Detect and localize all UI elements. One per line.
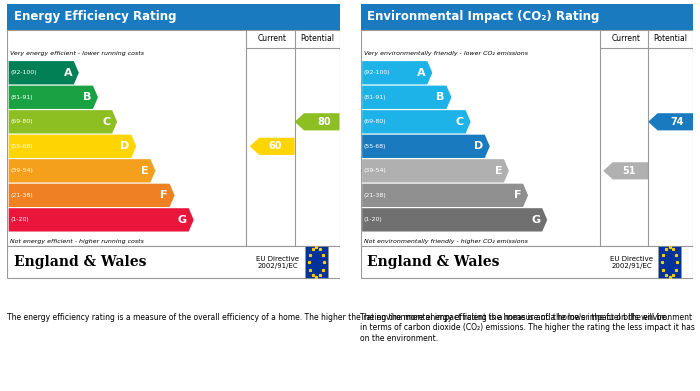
Text: Energy Efficiency Rating: Energy Efficiency Rating bbox=[14, 10, 176, 23]
Text: (1-20): (1-20) bbox=[364, 217, 383, 222]
FancyBboxPatch shape bbox=[360, 246, 693, 278]
Text: C: C bbox=[102, 117, 111, 127]
Text: Very energy efficient - lower running costs: Very energy efficient - lower running co… bbox=[10, 51, 144, 56]
Text: G: G bbox=[178, 215, 187, 225]
Polygon shape bbox=[362, 159, 509, 183]
Text: (69-80): (69-80) bbox=[364, 119, 386, 124]
Text: B: B bbox=[83, 92, 91, 102]
Polygon shape bbox=[8, 135, 136, 158]
Text: D: D bbox=[120, 141, 130, 151]
Text: (21-38): (21-38) bbox=[364, 193, 386, 198]
FancyBboxPatch shape bbox=[360, 4, 693, 29]
Text: (39-54): (39-54) bbox=[10, 169, 33, 173]
FancyBboxPatch shape bbox=[7, 4, 340, 29]
Polygon shape bbox=[362, 86, 452, 109]
Polygon shape bbox=[8, 159, 155, 183]
Polygon shape bbox=[362, 184, 528, 207]
Text: 74: 74 bbox=[671, 117, 684, 127]
Text: E: E bbox=[141, 166, 149, 176]
Text: G: G bbox=[531, 215, 540, 225]
Polygon shape bbox=[250, 138, 295, 155]
Text: (92-100): (92-100) bbox=[10, 70, 37, 75]
Text: (21-38): (21-38) bbox=[10, 193, 33, 198]
Polygon shape bbox=[362, 110, 470, 133]
Text: (69-80): (69-80) bbox=[10, 119, 33, 124]
Text: A: A bbox=[64, 68, 72, 78]
Polygon shape bbox=[8, 208, 194, 231]
Text: Potential: Potential bbox=[654, 34, 687, 43]
FancyBboxPatch shape bbox=[7, 246, 340, 278]
Text: England & Wales: England & Wales bbox=[14, 255, 146, 269]
Text: (92-100): (92-100) bbox=[364, 70, 391, 75]
Polygon shape bbox=[362, 208, 547, 231]
Text: D: D bbox=[474, 141, 483, 151]
Text: 80: 80 bbox=[317, 117, 330, 127]
Polygon shape bbox=[8, 86, 98, 109]
Text: (55-68): (55-68) bbox=[10, 144, 33, 149]
Text: EU Directive
2002/91/EC: EU Directive 2002/91/EC bbox=[256, 256, 300, 269]
Text: F: F bbox=[514, 190, 522, 200]
Text: (81-91): (81-91) bbox=[10, 95, 33, 100]
Polygon shape bbox=[8, 184, 174, 207]
Polygon shape bbox=[648, 113, 693, 130]
Polygon shape bbox=[362, 61, 433, 84]
Polygon shape bbox=[603, 162, 648, 179]
Polygon shape bbox=[295, 113, 340, 130]
Text: (81-91): (81-91) bbox=[364, 95, 386, 100]
Text: 60: 60 bbox=[269, 141, 282, 151]
Text: Very environmentally friendly - lower CO₂ emissions: Very environmentally friendly - lower CO… bbox=[364, 51, 528, 56]
Text: Potential: Potential bbox=[300, 34, 334, 43]
Text: Current: Current bbox=[258, 34, 287, 43]
Text: F: F bbox=[160, 190, 168, 200]
Text: E: E bbox=[495, 166, 503, 176]
FancyBboxPatch shape bbox=[360, 29, 693, 246]
Text: England & Wales: England & Wales bbox=[367, 255, 500, 269]
Text: Current: Current bbox=[611, 34, 640, 43]
Text: (1-20): (1-20) bbox=[10, 217, 29, 222]
Polygon shape bbox=[362, 135, 490, 158]
Text: 51: 51 bbox=[622, 166, 636, 176]
Polygon shape bbox=[8, 110, 117, 133]
Text: The energy efficiency rating is a measure of the overall efficiency of a home. T: The energy efficiency rating is a measur… bbox=[7, 313, 668, 322]
Text: The environmental impact rating is a measure of a home's impact on the environme: The environmental impact rating is a mea… bbox=[360, 313, 695, 343]
Text: (39-54): (39-54) bbox=[364, 169, 386, 173]
Text: Not environmentally friendly - higher CO₂ emissions: Not environmentally friendly - higher CO… bbox=[364, 239, 528, 244]
Text: A: A bbox=[417, 68, 426, 78]
Text: Not energy efficient - higher running costs: Not energy efficient - higher running co… bbox=[10, 239, 144, 244]
Text: B: B bbox=[436, 92, 445, 102]
Text: EU Directive
2002/91/EC: EU Directive 2002/91/EC bbox=[610, 256, 653, 269]
Polygon shape bbox=[8, 61, 79, 84]
Text: Environmental Impact (CO₂) Rating: Environmental Impact (CO₂) Rating bbox=[367, 10, 599, 23]
Text: C: C bbox=[456, 117, 464, 127]
FancyBboxPatch shape bbox=[658, 246, 681, 278]
FancyBboxPatch shape bbox=[304, 246, 328, 278]
FancyBboxPatch shape bbox=[7, 29, 340, 246]
Text: (55-68): (55-68) bbox=[364, 144, 386, 149]
